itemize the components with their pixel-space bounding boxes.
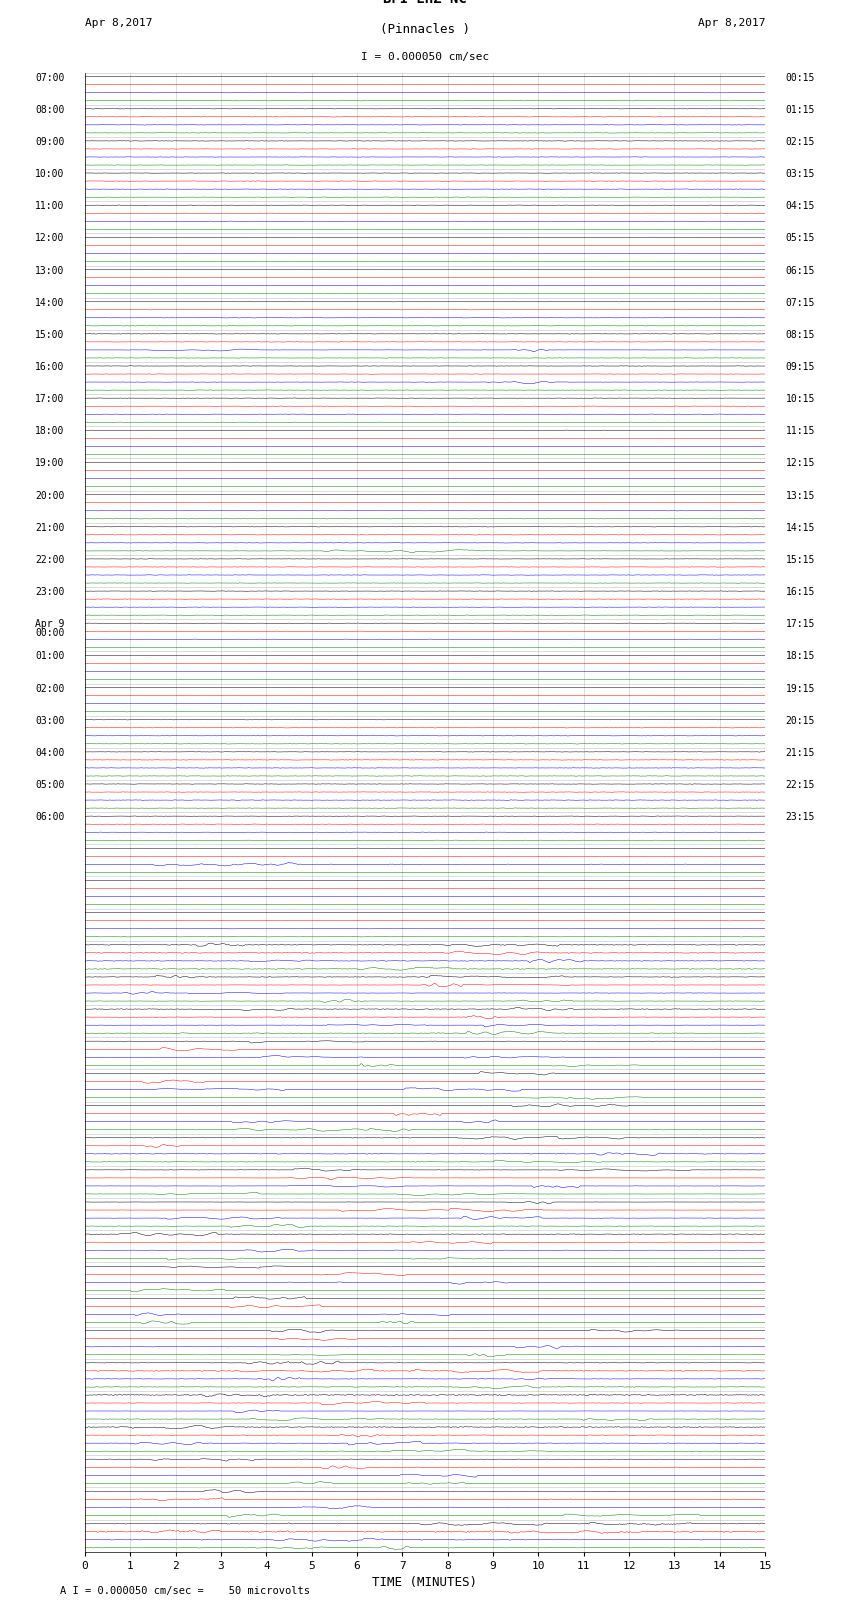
Text: 03:00: 03:00 [35, 716, 65, 726]
Text: 05:00: 05:00 [35, 781, 65, 790]
Text: 14:00: 14:00 [35, 298, 65, 308]
Text: 18:00: 18:00 [35, 426, 65, 436]
Text: 13:15: 13:15 [785, 490, 815, 500]
Text: 05:15: 05:15 [785, 234, 815, 244]
Text: 13:00: 13:00 [35, 266, 65, 276]
Text: 22:15: 22:15 [785, 781, 815, 790]
Text: 22:00: 22:00 [35, 555, 65, 565]
Text: 23:15: 23:15 [785, 811, 815, 823]
Text: 11:15: 11:15 [785, 426, 815, 436]
Text: 08:15: 08:15 [785, 329, 815, 340]
Text: 01:15: 01:15 [785, 105, 815, 115]
Text: 09:00: 09:00 [35, 137, 65, 147]
Text: 15:15: 15:15 [785, 555, 815, 565]
Text: 16:00: 16:00 [35, 361, 65, 373]
Text: 21:15: 21:15 [785, 748, 815, 758]
Text: 01:00: 01:00 [35, 652, 65, 661]
Text: 17:00: 17:00 [35, 394, 65, 405]
Text: 03:15: 03:15 [785, 169, 815, 179]
Text: Apr 8,2017: Apr 8,2017 [85, 18, 152, 27]
Text: 16:15: 16:15 [785, 587, 815, 597]
Text: 20:00: 20:00 [35, 490, 65, 500]
Text: 06:15: 06:15 [785, 266, 815, 276]
Text: 19:15: 19:15 [785, 684, 815, 694]
Text: A I = 0.000050 cm/sec =    50 microvolts: A I = 0.000050 cm/sec = 50 microvolts [60, 1586, 309, 1595]
Text: 23:00: 23:00 [35, 587, 65, 597]
Text: 08:00: 08:00 [35, 105, 65, 115]
Text: 17:15: 17:15 [785, 619, 815, 629]
Text: 19:00: 19:00 [35, 458, 65, 468]
Text: 12:00: 12:00 [35, 234, 65, 244]
Text: 10:15: 10:15 [785, 394, 815, 405]
Text: 15:00: 15:00 [35, 329, 65, 340]
Text: 04:00: 04:00 [35, 748, 65, 758]
Text: 02:00: 02:00 [35, 684, 65, 694]
Text: 20:15: 20:15 [785, 716, 815, 726]
Text: Apr 8,2017: Apr 8,2017 [698, 18, 765, 27]
Text: 06:00: 06:00 [35, 811, 65, 823]
Text: 21:00: 21:00 [35, 523, 65, 532]
Text: (Pinnacles ): (Pinnacles ) [380, 23, 470, 35]
Text: 07:15: 07:15 [785, 298, 815, 308]
Text: 14:15: 14:15 [785, 523, 815, 532]
Text: 12:15: 12:15 [785, 458, 815, 468]
Text: 07:00: 07:00 [35, 73, 65, 82]
X-axis label: TIME (MINUTES): TIME (MINUTES) [372, 1576, 478, 1589]
Text: I = 0.000050 cm/sec: I = 0.000050 cm/sec [361, 52, 489, 63]
Text: BPI EHZ NC: BPI EHZ NC [383, 0, 467, 6]
Text: 02:15: 02:15 [785, 137, 815, 147]
Text: Apr 9
00:00: Apr 9 00:00 [35, 619, 65, 639]
Text: 00:15: 00:15 [785, 73, 815, 82]
Text: 11:00: 11:00 [35, 202, 65, 211]
Text: 09:15: 09:15 [785, 361, 815, 373]
Text: 10:00: 10:00 [35, 169, 65, 179]
Text: 18:15: 18:15 [785, 652, 815, 661]
Text: 04:15: 04:15 [785, 202, 815, 211]
